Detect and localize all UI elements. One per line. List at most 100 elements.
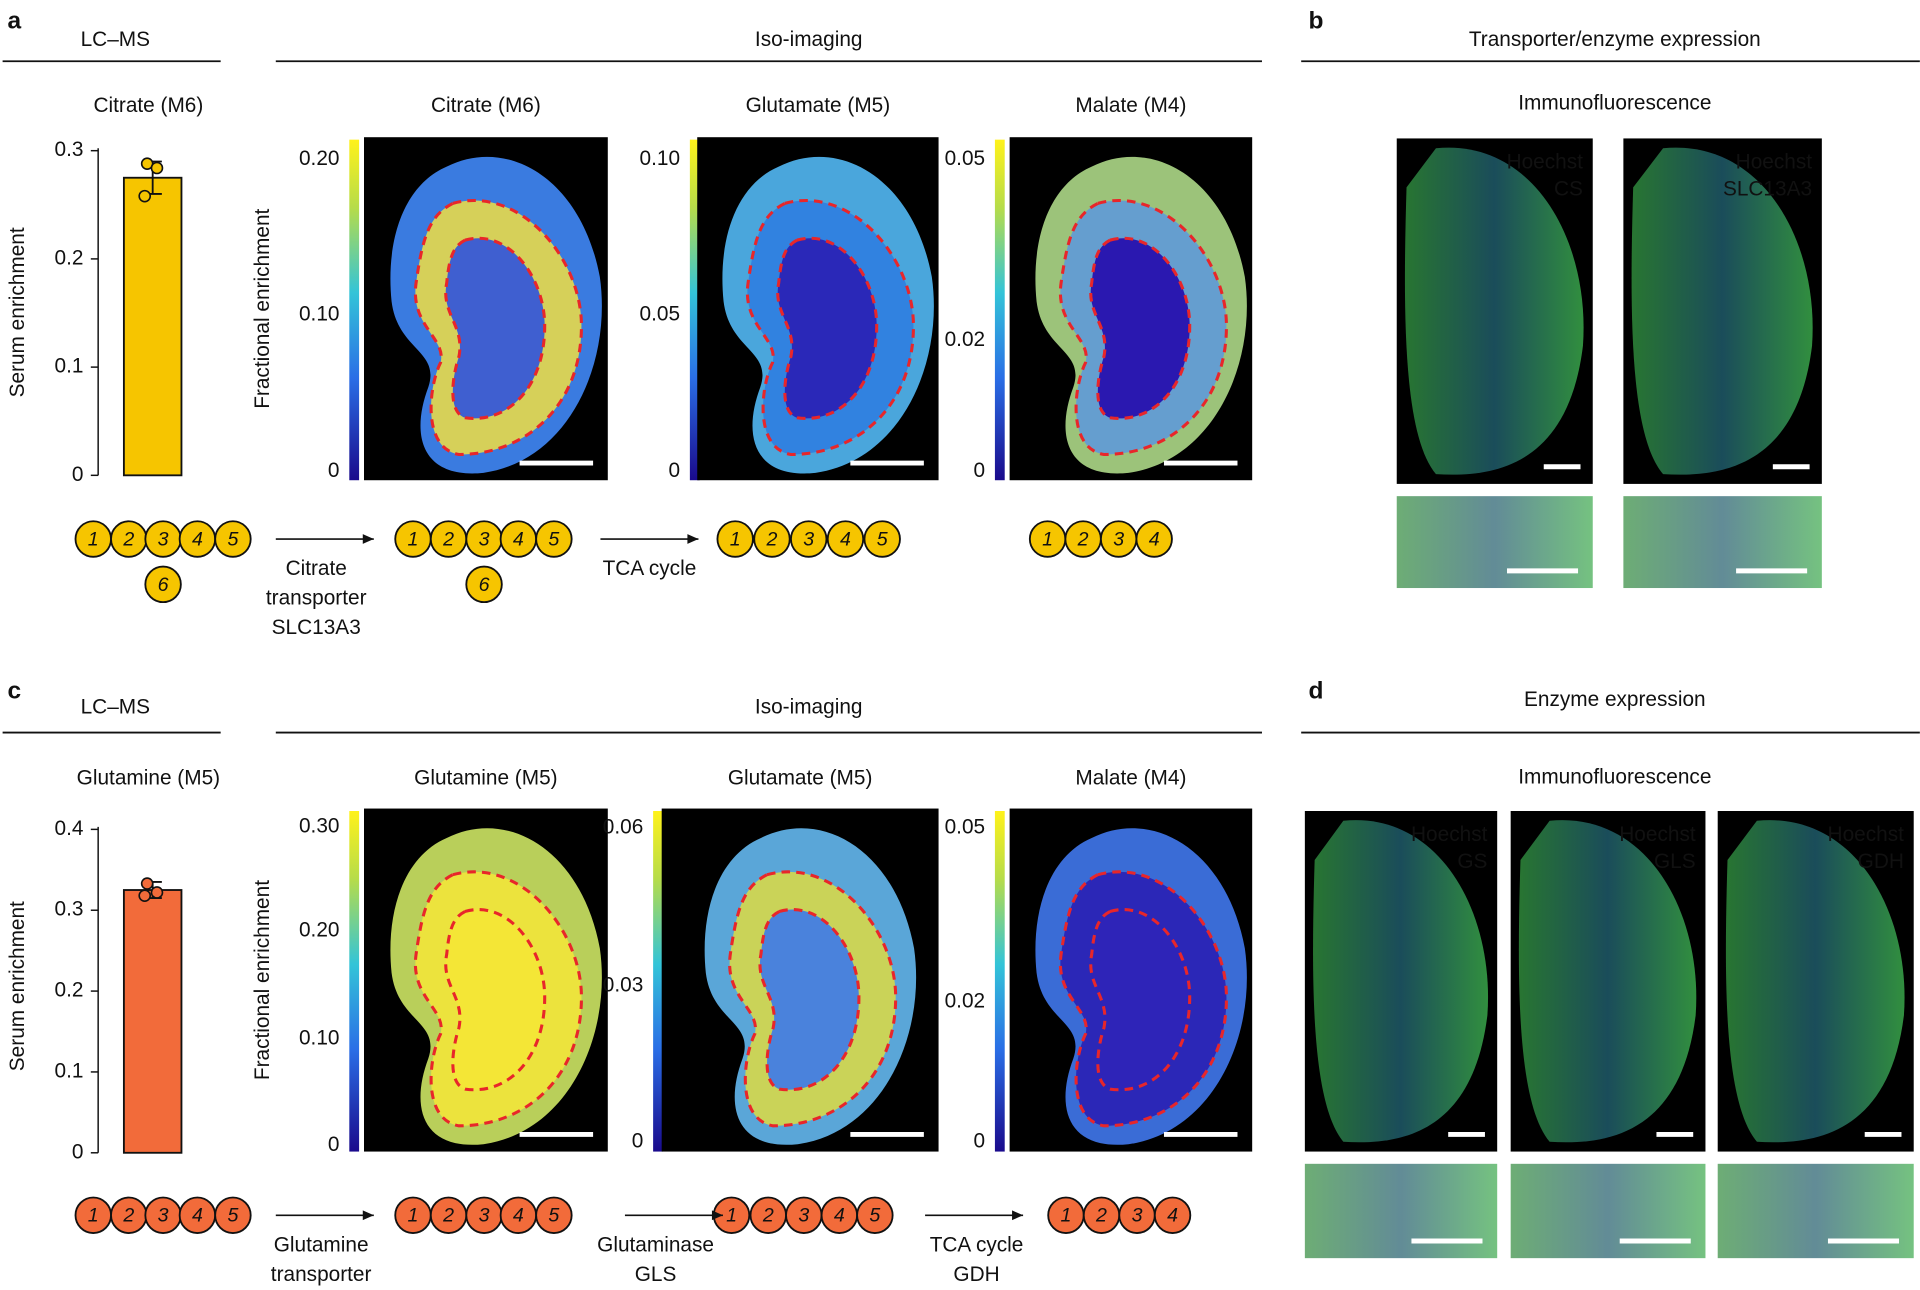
carbon-label: 3: [1132, 1205, 1143, 1227]
carbon-label: 3: [479, 528, 490, 550]
data-point: [138, 189, 152, 203]
carbon-label: 2: [765, 528, 777, 550]
if-inset: [1304, 1163, 1498, 1259]
carbon-atom: [790, 520, 828, 558]
carbon-label: 1: [88, 1205, 99, 1227]
colorbar-tick-label: 0.02: [945, 990, 986, 1013]
outline: [776, 236, 879, 420]
carbon-atom: [144, 565, 182, 604]
step-label: Citrate: [286, 557, 347, 580]
if-tissue: [1518, 820, 1697, 1143]
panel-label: d: [1309, 678, 1324, 705]
colorbar-tick-label: 0.30: [299, 814, 340, 837]
medulla-region: [1090, 909, 1190, 1090]
stain-label: CS: [1554, 177, 1583, 200]
colorbar-axis-label: Fractional enrichment: [251, 880, 274, 1080]
colorbar-tick-label: 0.05: [640, 302, 681, 325]
outline: [413, 870, 583, 1128]
colorbar: [994, 810, 1005, 1152]
colorbar-tick-label: 0: [328, 1133, 340, 1156]
carbon-label: 4: [192, 1205, 203, 1227]
colorbar: [653, 810, 663, 1152]
carbon-label: 2: [762, 1205, 774, 1227]
colorbar-tick-label: 0.02: [945, 328, 986, 351]
carbon-atom: [535, 520, 573, 558]
carbon-atom: [214, 1196, 252, 1234]
section-title: LC–MS: [81, 28, 150, 51]
enzyme-label: GDH: [953, 1263, 999, 1286]
enzyme-label: GLS: [635, 1263, 677, 1286]
colorbar-tick-label: 0: [668, 459, 680, 482]
carbon-label: 3: [1113, 528, 1124, 550]
bar: [122, 889, 183, 1154]
stain-label: GDH: [1858, 850, 1904, 873]
carbon-label: 4: [513, 528, 524, 550]
carbon-label: 3: [158, 1205, 169, 1227]
if-tissue: [1313, 820, 1489, 1143]
carbon-atom: [1135, 520, 1173, 558]
medulla-region: [759, 909, 859, 1090]
y-tick-label: 0.3: [55, 138, 84, 161]
carbon-label: 6: [479, 574, 490, 596]
step-label: Glutamine: [274, 1233, 369, 1256]
if-inset: [1717, 1163, 1914, 1259]
map-title: Glutamine (M5): [414, 767, 557, 790]
colorbar-tick-label: 0: [974, 459, 986, 482]
y-tick-label: 0: [72, 463, 84, 486]
carbon-label: 3: [803, 528, 814, 550]
heatmap: [704, 828, 917, 1145]
step-label: transporter: [266, 587, 367, 610]
colorbar-tick-label: 0.05: [945, 147, 986, 170]
panel-label: a: [8, 8, 22, 35]
map-title: Malate (M4): [1075, 94, 1186, 117]
colorbar-tick-label: 0: [974, 1129, 986, 1152]
stain-label: Hoechst: [1619, 823, 1696, 846]
data-point: [150, 161, 164, 175]
outline: [758, 908, 861, 1092]
outline: [1089, 908, 1192, 1092]
colorbar-tick-label: 0: [328, 459, 340, 482]
carbon-label: 3: [479, 1205, 490, 1227]
heatmap: [390, 156, 602, 474]
step-label: TCA cycle: [930, 1233, 1024, 1256]
outline: [745, 199, 915, 457]
panel-label: c: [8, 678, 22, 705]
arrow-head: [362, 534, 374, 544]
arrow-head: [362, 1210, 374, 1221]
map-title: Glutamate (M5): [728, 767, 873, 790]
y-tick-label: 0.4: [55, 817, 84, 840]
carbon-label: 1: [88, 528, 99, 550]
stain-label: GLS: [1654, 850, 1696, 873]
enzyme-label: SLC13A3: [272, 616, 361, 639]
medulla-region: [445, 238, 545, 419]
stain-label: Hoechst: [1828, 823, 1905, 846]
colorbar-axis-label: Fractional enrichment: [251, 208, 274, 408]
outline: [413, 199, 583, 457]
if-inset: [1623, 496, 1822, 589]
panel-label: b: [1309, 8, 1324, 35]
carbon-label: 2: [122, 528, 134, 550]
if-tissue: [1725, 820, 1905, 1143]
if-tissue: [1404, 147, 1584, 475]
colorbar-tick-label: 0.10: [299, 302, 340, 325]
data-point: [150, 886, 164, 899]
carbon-label: 4: [1167, 1205, 1178, 1227]
heatmap: [1035, 156, 1247, 474]
stain-label: Hoechst: [1411, 823, 1488, 846]
step-label: TCA cycle: [603, 557, 697, 580]
colorbar: [349, 139, 360, 481]
carbon-atom: [863, 520, 901, 558]
carbon-label: 3: [158, 528, 169, 550]
colorbar-tick-label: 0.20: [299, 147, 340, 170]
carbon-label: 1: [1042, 528, 1053, 550]
outline: [444, 908, 547, 1092]
arrow-head: [1012, 1210, 1024, 1221]
colorbar-tick-label: 0.06: [603, 816, 644, 839]
carbon-atom: [716, 520, 754, 558]
carbon-atom: [465, 565, 503, 604]
colorbar: [994, 139, 1005, 481]
carbon-label: 5: [877, 528, 888, 550]
carbon-label: 5: [548, 528, 559, 550]
carbon-label: 2: [442, 528, 454, 550]
y-tick-label: 0.1: [55, 355, 84, 378]
